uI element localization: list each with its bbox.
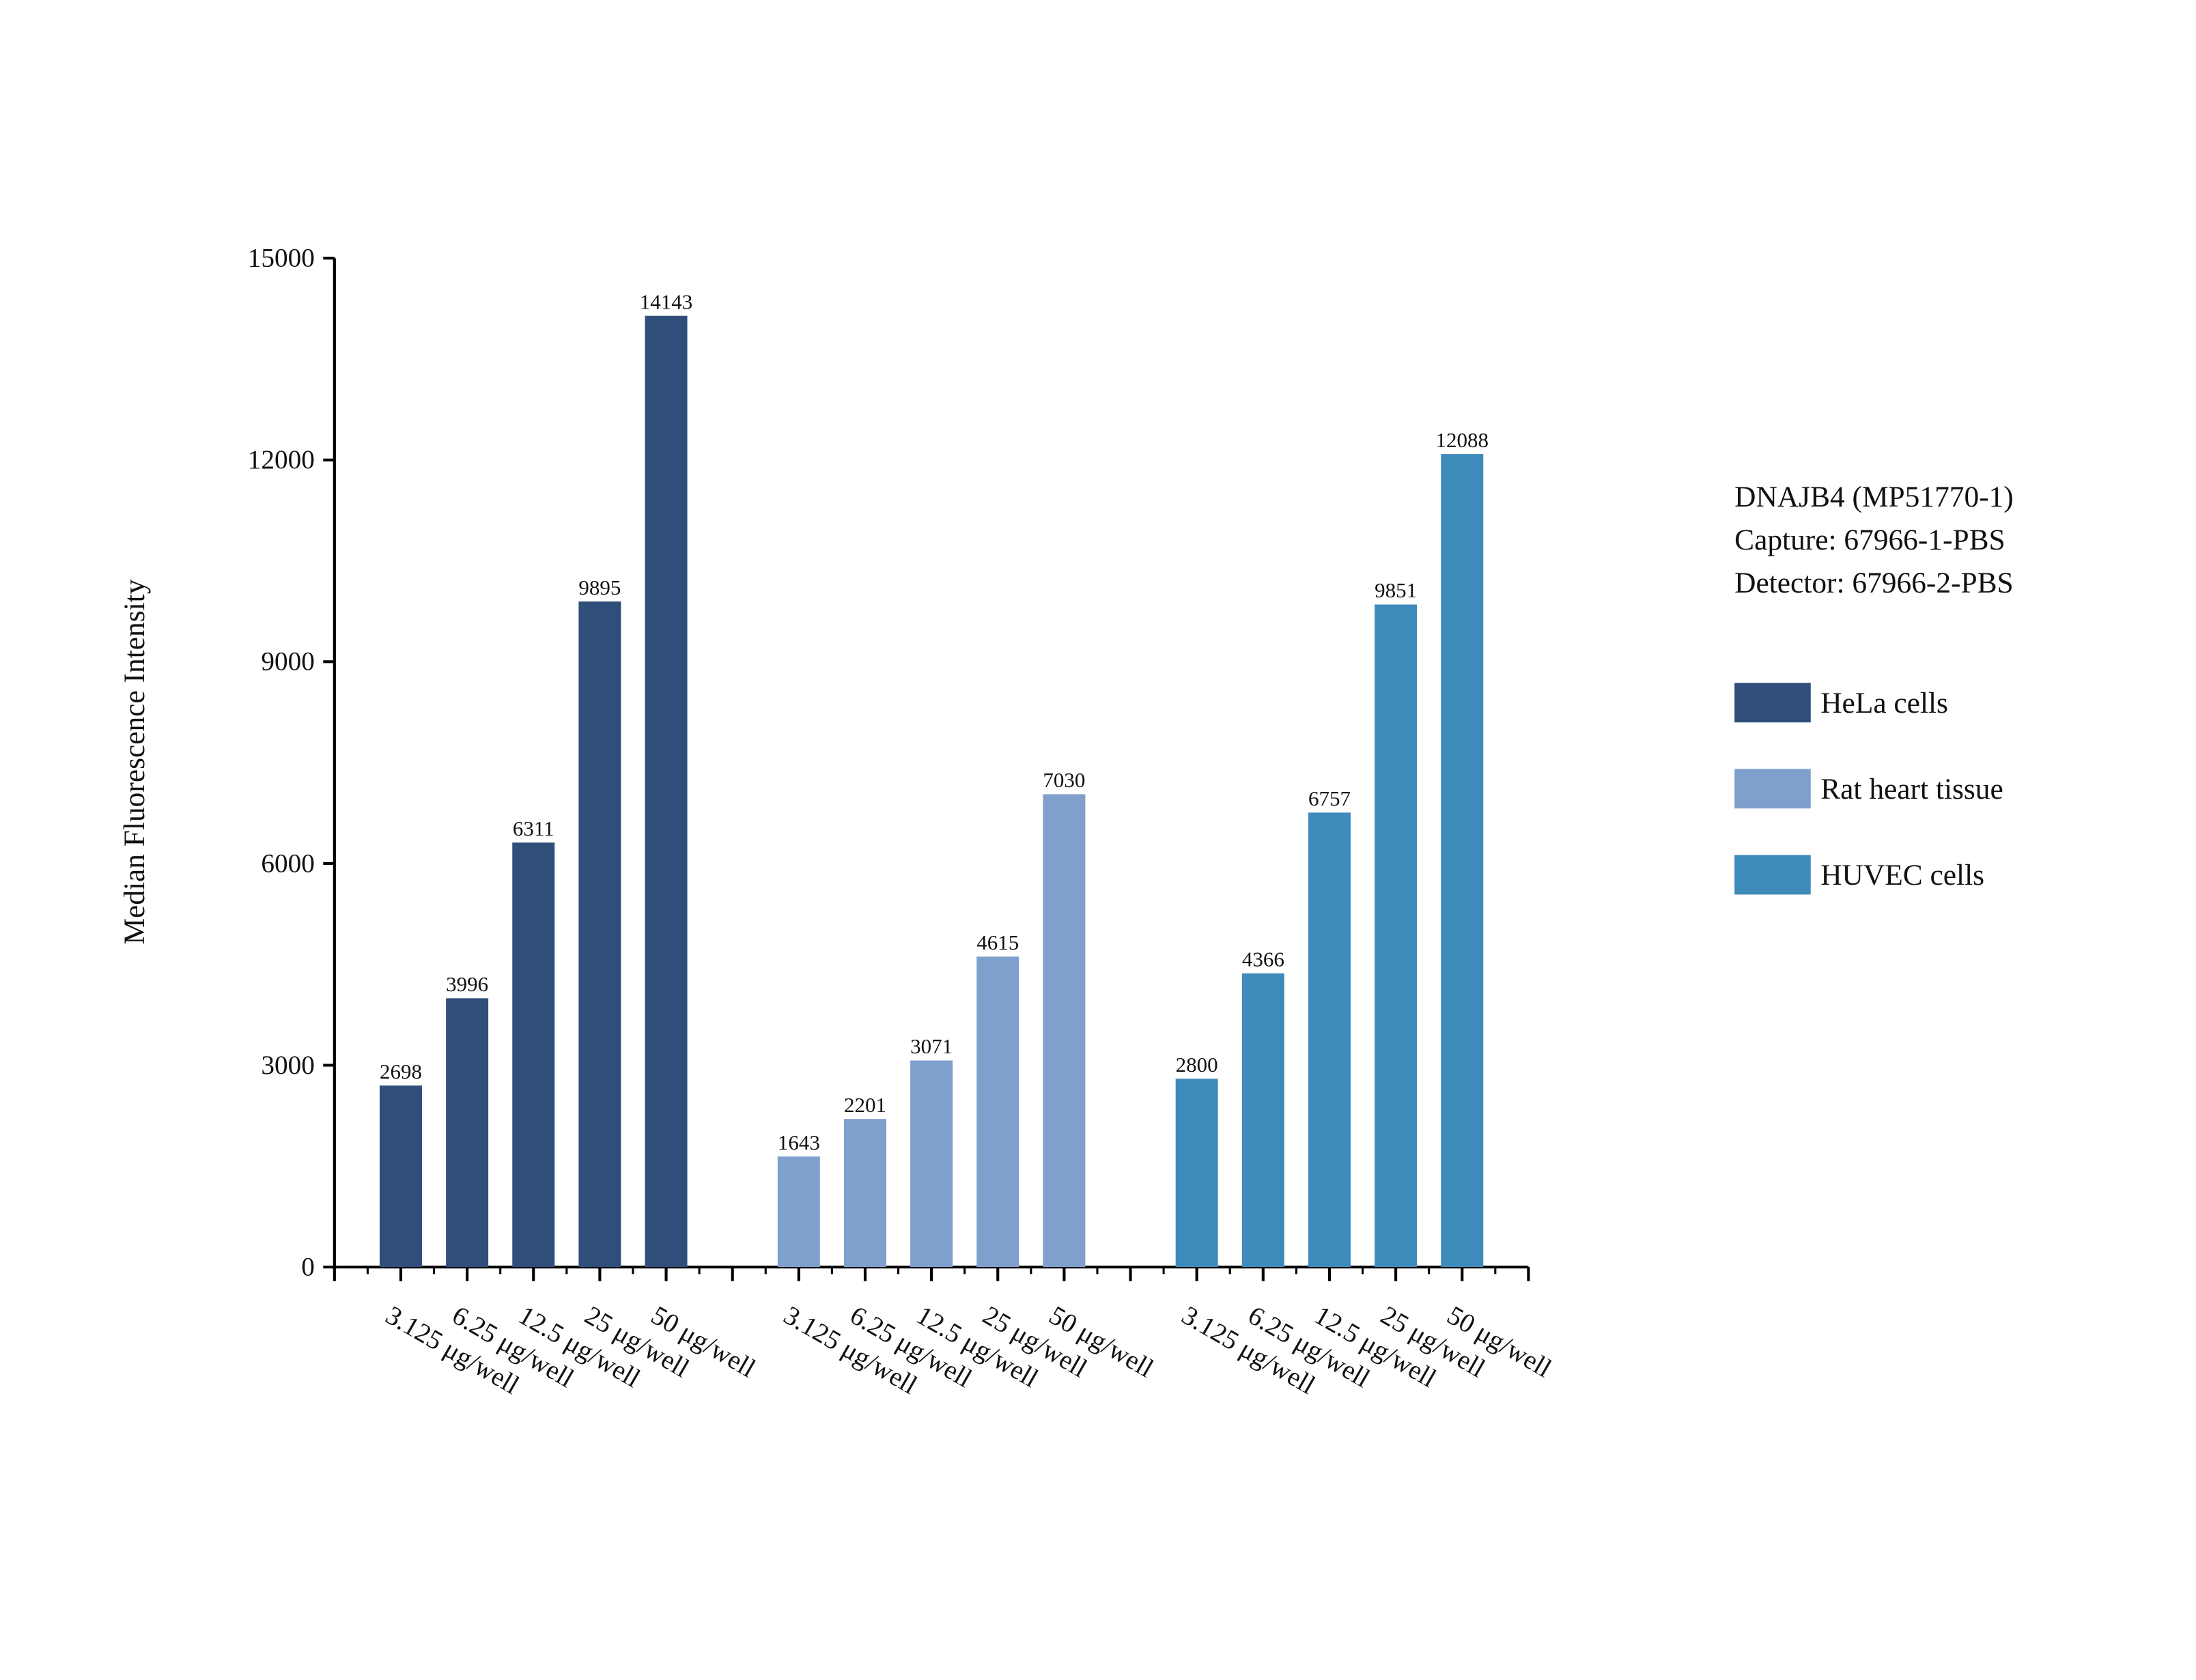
legend-label: Rat heart tissue: [1820, 773, 2003, 806]
value-label: 2800: [1176, 1053, 1218, 1077]
y-tick-label: 3000: [261, 1051, 314, 1080]
value-label: 9851: [1375, 578, 1417, 602]
legend-swatch: [1734, 769, 1811, 809]
y-tick-label: 6000: [261, 849, 314, 878]
annotation: Capture: 67966-1-PBS: [1734, 524, 2005, 556]
bar: [512, 842, 555, 1268]
bar: [1241, 973, 1284, 1268]
y-tick-label: 9000: [261, 647, 314, 677]
annotation: DNAJB4 (MP51770-1): [1734, 481, 2014, 513]
value-label: 1643: [778, 1130, 820, 1154]
value-label: 7030: [1043, 768, 1085, 792]
bar: [379, 1085, 422, 1268]
bar: [843, 1119, 886, 1268]
legend-swatch: [1734, 855, 1811, 895]
bar: [777, 1156, 820, 1268]
legend-label: HeLa cells: [1820, 687, 1948, 720]
value-label: 9895: [578, 575, 621, 599]
bar: [578, 601, 621, 1268]
annotation: Detector: 67966-2-PBS: [1734, 567, 2014, 599]
value-label: 4366: [1242, 948, 1284, 971]
value-label: 3071: [910, 1034, 953, 1058]
value-label: 4615: [976, 930, 1019, 954]
y-tick-label: 0: [301, 1252, 315, 1281]
legend-label: HUVEC cells: [1820, 859, 1984, 892]
y-tick-label: 12000: [248, 445, 315, 474]
bar: [1043, 794, 1086, 1268]
bar: [1175, 1079, 1218, 1268]
y-axis-label: Median Fluorescence Intensity: [118, 579, 151, 944]
value-label: 12088: [1435, 428, 1489, 452]
bar: [976, 956, 1019, 1268]
bar: [1441, 454, 1484, 1268]
bar: [446, 998, 489, 1268]
value-label: 3996: [446, 972, 488, 996]
legend-swatch: [1734, 683, 1811, 723]
value-label: 2698: [380, 1059, 422, 1083]
bar: [910, 1060, 953, 1268]
value-label: 6311: [513, 816, 554, 840]
bar: [645, 315, 688, 1268]
bar: [1375, 604, 1418, 1268]
value-label: 14143: [640, 289, 693, 313]
y-tick-label: 15000: [248, 244, 315, 273]
bar: [1308, 812, 1351, 1268]
value-label: 6757: [1308, 786, 1351, 810]
value-label: 2201: [844, 1093, 886, 1117]
